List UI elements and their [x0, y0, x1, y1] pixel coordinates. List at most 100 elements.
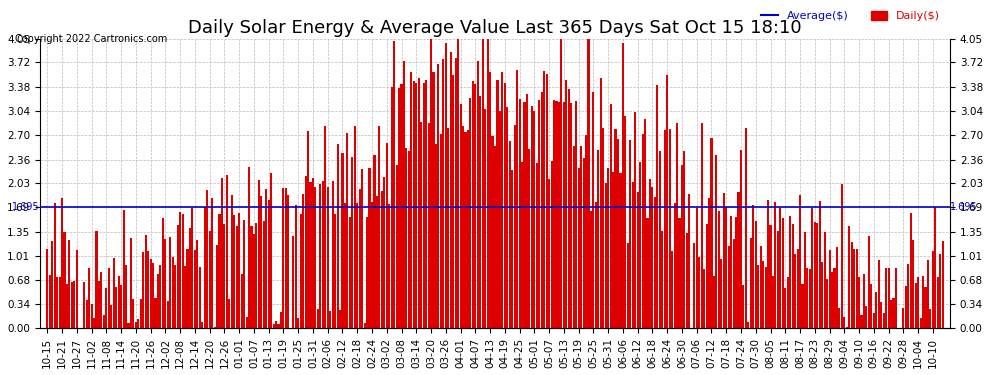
- Bar: [656, 85, 658, 328]
- Bar: [807, 268, 809, 328]
- Bar: [166, 301, 169, 328]
- Bar: [98, 281, 100, 328]
- Bar: [229, 299, 231, 328]
- Bar: [317, 309, 319, 328]
- Bar: [462, 126, 464, 328]
- Bar: [784, 288, 786, 328]
- Bar: [590, 211, 592, 328]
- Bar: [280, 312, 282, 328]
- Bar: [194, 250, 196, 328]
- Bar: [673, 204, 675, 328]
- Bar: [841, 184, 842, 328]
- Bar: [653, 197, 656, 328]
- Bar: [405, 147, 408, 328]
- Bar: [937, 277, 939, 328]
- Bar: [246, 317, 248, 328]
- Bar: [848, 225, 850, 328]
- Bar: [701, 123, 703, 328]
- Bar: [459, 104, 461, 328]
- Bar: [484, 109, 486, 328]
- Bar: [248, 167, 250, 328]
- Bar: [782, 218, 784, 328]
- Bar: [627, 243, 629, 328]
- Bar: [539, 100, 541, 328]
- Bar: [612, 172, 614, 328]
- Bar: [671, 251, 673, 328]
- Bar: [630, 140, 632, 328]
- Bar: [346, 134, 348, 328]
- Bar: [90, 304, 93, 328]
- Bar: [759, 246, 761, 328]
- Bar: [683, 151, 685, 328]
- Bar: [76, 250, 78, 328]
- Bar: [410, 72, 413, 328]
- Bar: [646, 218, 648, 328]
- Bar: [398, 88, 400, 328]
- Bar: [912, 240, 914, 328]
- Bar: [742, 285, 744, 328]
- Bar: [58, 277, 60, 328]
- Bar: [915, 283, 917, 328]
- Bar: [534, 111, 536, 328]
- Bar: [681, 165, 683, 328]
- Bar: [927, 260, 929, 328]
- Bar: [423, 83, 425, 328]
- Bar: [277, 324, 279, 328]
- Bar: [83, 282, 85, 328]
- Bar: [71, 282, 73, 328]
- Bar: [435, 144, 437, 328]
- Bar: [61, 198, 63, 328]
- Bar: [135, 322, 137, 328]
- Bar: [804, 231, 806, 328]
- Bar: [115, 286, 117, 328]
- Bar: [567, 88, 570, 328]
- Bar: [772, 276, 774, 328]
- Bar: [152, 263, 154, 328]
- Bar: [474, 84, 476, 328]
- Bar: [262, 221, 264, 328]
- Bar: [118, 276, 120, 328]
- Bar: [130, 238, 132, 328]
- Bar: [826, 279, 828, 328]
- Bar: [716, 155, 718, 328]
- Bar: [754, 220, 756, 328]
- Bar: [555, 101, 557, 328]
- Bar: [521, 162, 523, 328]
- Bar: [504, 82, 506, 328]
- Bar: [206, 190, 208, 328]
- Bar: [491, 136, 494, 328]
- Bar: [698, 257, 700, 328]
- Bar: [875, 292, 877, 328]
- Bar: [292, 236, 294, 328]
- Bar: [176, 225, 179, 328]
- Bar: [358, 189, 360, 328]
- Bar: [519, 99, 521, 328]
- Bar: [809, 269, 811, 328]
- Bar: [558, 102, 560, 328]
- Bar: [703, 269, 705, 328]
- Bar: [159, 265, 161, 328]
- Bar: [749, 238, 751, 328]
- Bar: [108, 268, 110, 328]
- Bar: [428, 123, 430, 328]
- Bar: [154, 297, 156, 328]
- Bar: [544, 71, 545, 328]
- Bar: [113, 258, 115, 328]
- Bar: [622, 43, 624, 328]
- Bar: [811, 208, 814, 328]
- Bar: [769, 225, 771, 328]
- Bar: [883, 314, 885, 328]
- Bar: [430, 39, 432, 328]
- Bar: [171, 257, 174, 328]
- Bar: [514, 125, 516, 328]
- Bar: [635, 112, 637, 328]
- Bar: [486, 39, 489, 328]
- Bar: [401, 84, 403, 328]
- Bar: [408, 151, 410, 328]
- Bar: [824, 232, 826, 328]
- Bar: [199, 267, 201, 328]
- Bar: [234, 216, 236, 328]
- Bar: [615, 129, 617, 328]
- Bar: [592, 92, 594, 328]
- Bar: [935, 207, 937, 328]
